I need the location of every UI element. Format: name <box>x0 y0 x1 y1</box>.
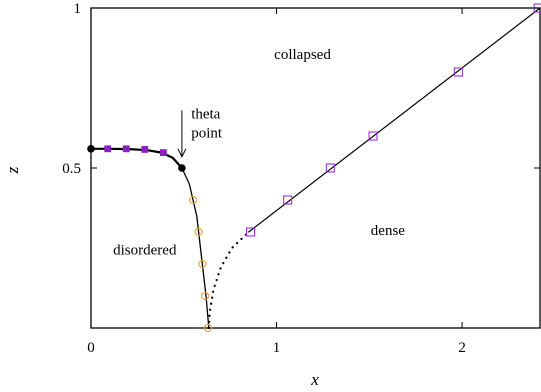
data-point-open-square <box>368 131 378 141</box>
data-point-open-square <box>283 195 293 205</box>
data-point-filled-square <box>159 149 167 157</box>
data-point-open-circle <box>188 195 198 205</box>
region-label-dense: dense <box>371 223 405 239</box>
region-label-collapsed: collapsed <box>274 47 331 63</box>
data-point-open-circle <box>194 227 203 237</box>
data-point-filled-square <box>104 145 112 153</box>
y-tick-label: 0.5 <box>62 161 81 177</box>
x-axis-label: x <box>310 370 319 389</box>
region-label-disordered: disordered <box>113 242 177 258</box>
theta-arrow-head <box>177 148 187 158</box>
data-point-open-circle <box>203 323 213 333</box>
series-line-dotted <box>207 230 250 330</box>
data-point-open-square <box>453 67 463 77</box>
data-point-filled-square <box>122 145 130 153</box>
data-point-filled-circle <box>178 164 186 172</box>
x-tick-label: 0 <box>87 340 95 356</box>
tick-layer: 0 1 2 0.5 1 <box>62 1 540 356</box>
x-tick-label: 1 <box>273 340 281 356</box>
series-line-solid <box>248 7 541 233</box>
data-point-open-square <box>246 227 256 237</box>
data-point-filled-circle <box>87 145 95 153</box>
series-line-solid <box>181 167 210 329</box>
data-point-open-circle <box>200 291 210 301</box>
region-label-theta: theta <box>191 106 220 122</box>
data-point-open-square <box>325 163 335 173</box>
annotation-layer: collapsed dense disordered theta point <box>113 47 405 258</box>
region-label-point: point <box>191 126 223 142</box>
data-point-open-circle <box>198 259 207 269</box>
y-axis-label: z <box>3 166 22 174</box>
x-tick-label: 2 <box>458 340 466 356</box>
data-point-filled-square <box>141 146 149 153</box>
y-tick-label: 1 <box>74 1 82 17</box>
